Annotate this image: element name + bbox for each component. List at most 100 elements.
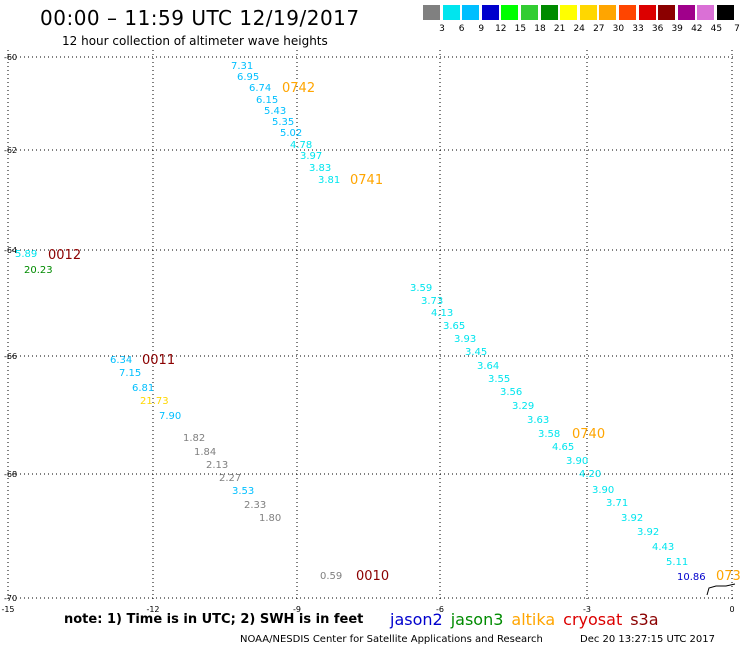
wave-height-reading: 4.65 — [552, 442, 574, 453]
wave-height-reading: 2.13 — [206, 460, 228, 471]
pass-label: 0011 — [142, 353, 175, 368]
wave-height-reading: 4.13 — [431, 308, 453, 319]
pass-label: 0012 — [48, 248, 81, 263]
wave-height-reading: 2.33 — [244, 500, 266, 511]
longitude-tick-label: -12 — [146, 605, 159, 614]
color-scale-label: 15 — [514, 24, 527, 34]
color-scale-label: 42 — [691, 24, 703, 34]
wave-height-reading: 3.73 — [421, 296, 443, 307]
wave-height-reading: 6.15 — [256, 95, 278, 106]
wave-height-reading: 6.34 — [110, 355, 132, 366]
color-swatch — [599, 5, 617, 20]
wave-height-reading: 5.02 — [280, 128, 302, 139]
color-swatch — [579, 5, 597, 20]
wave-height-reading: 10.86 — [677, 572, 706, 583]
wave-height-reading: 7.90 — [159, 411, 181, 422]
latitude-tick-label: -62 — [4, 146, 17, 155]
color-swatch — [560, 5, 578, 20]
color-swatch — [442, 5, 460, 20]
satellite-name: altika — [511, 610, 556, 629]
wave-height-reading: 3.90 — [592, 485, 614, 496]
wave-height-reading: 4.78 — [290, 140, 312, 151]
wave-height-reading: 3.93 — [454, 334, 476, 345]
wave-height-reading: 3.97 — [300, 151, 322, 162]
color-scale-label: 30 — [612, 24, 625, 34]
wave-height-reading: 3.55 — [488, 374, 510, 385]
color-swatch — [423, 5, 440, 20]
wave-height-reading: 6.95 — [237, 72, 259, 83]
wave-height-reading: 3.45 — [465, 347, 487, 358]
wave-height-reading: 1.80 — [259, 513, 281, 524]
wave-height-reading: 3.56 — [500, 387, 522, 398]
color-scale-label: 9 — [478, 24, 485, 34]
longitude-tick-label: -6 — [436, 605, 444, 614]
color-swatch — [658, 5, 676, 20]
antarctic-coastline — [706, 583, 736, 596]
longitude-tick-label: -3 — [583, 605, 591, 614]
color-scale-label: 36 — [651, 24, 664, 34]
longitude-labels: -15 -12 -9 -6 -3 0 — [1, 605, 734, 614]
color-scale-label: 70 (ft) — [734, 24, 740, 34]
wave-height-reading: 6.81 — [132, 383, 154, 394]
color-swatch — [677, 5, 695, 20]
wave-height-reading: 6.74 — [249, 83, 271, 94]
color-scale-label: 24 — [573, 24, 585, 34]
longitude-tick-label: 0 — [729, 605, 734, 614]
color-swatch — [619, 5, 636, 20]
wave-height-reading: 4.43 — [652, 542, 674, 553]
satellite-legend: jason2 jason3 altika cryosat s3a — [390, 610, 667, 629]
latitude-tick-label: -68 — [4, 470, 17, 479]
color-swatch — [501, 5, 519, 20]
wave-height-reading: 20.23 — [24, 265, 53, 276]
wave-height-reading: 3.81 — [318, 175, 340, 186]
wave-readings: 7.316.956.746.155.435.355.024.783.973.83… — [15, 61, 706, 583]
wave-height-reading: 3.71 — [606, 498, 628, 509]
color-swatch — [638, 5, 656, 20]
pass-labels: 0742 0741 0012 0011 0740 0010 073 — [48, 81, 740, 584]
color-scale-label: 18 — [534, 24, 546, 34]
wave-height-reading: 2.27 — [219, 473, 241, 484]
coastline — [706, 583, 736, 596]
color-swatch — [717, 5, 734, 20]
color-scale-label: 6 — [458, 24, 465, 34]
wave-height-reading: 21.73 — [140, 396, 169, 407]
pass-label: 0740 — [572, 427, 605, 442]
wave-height-reading: 4.20 — [579, 469, 601, 480]
color-scale-label: 45 — [710, 24, 723, 34]
latitude-tick-label: -60 — [4, 53, 17, 62]
wave-height-reading: 3.90 — [566, 456, 588, 467]
pass-label: 073 — [716, 569, 740, 584]
wave-height-reading: 3.92 — [621, 513, 643, 524]
satellite-name: cryosat — [563, 610, 623, 629]
color-scale-label: 39 — [671, 24, 683, 34]
pass-label: 0741 — [350, 173, 383, 188]
wave-height-reading: 3.58 — [538, 429, 560, 440]
color-scale-label: 12 — [495, 24, 507, 34]
wave-height-reading: 1.84 — [194, 447, 216, 458]
color-swatch — [540, 5, 558, 20]
color-scale-label: 27 — [593, 24, 605, 34]
map-title: 00:00 – 11:59 UTC 12/19/2017 — [40, 6, 360, 30]
color-swatch — [462, 5, 480, 20]
pass-label: 0010 — [356, 569, 389, 584]
latitude-tick-label: -64 — [4, 246, 17, 255]
wave-height-reading: 5.89 — [15, 249, 37, 260]
wave-height-reading: 3.65 — [443, 321, 465, 332]
wave-height-reading: 1.82 — [183, 433, 205, 444]
color-swatch — [697, 5, 715, 20]
footer-credit: NOAA/NESDIS Center for Satellite Applica… — [240, 634, 543, 645]
latitude-labels: -60 -62 -64 -66 -68 -70 — [4, 53, 17, 603]
color-swatch — [481, 5, 499, 20]
color-scale-label: 3 — [439, 24, 445, 34]
wave-height-reading: 5.43 — [264, 106, 286, 117]
wave-height-reading: 7.31 — [231, 61, 253, 72]
color-scale-label: 21 — [553, 24, 566, 34]
longitude-tick-label: -9 — [293, 605, 301, 614]
satellite-name: s3a — [630, 610, 659, 629]
wave-height-reading: 0.59 — [320, 571, 342, 582]
wave-height-reading: 3.29 — [512, 401, 534, 412]
map-subtitle: 12 hour collection of altimeter wave hei… — [62, 34, 328, 48]
color-swatch — [521, 5, 538, 20]
wave-height-reading: 3.59 — [410, 283, 432, 294]
